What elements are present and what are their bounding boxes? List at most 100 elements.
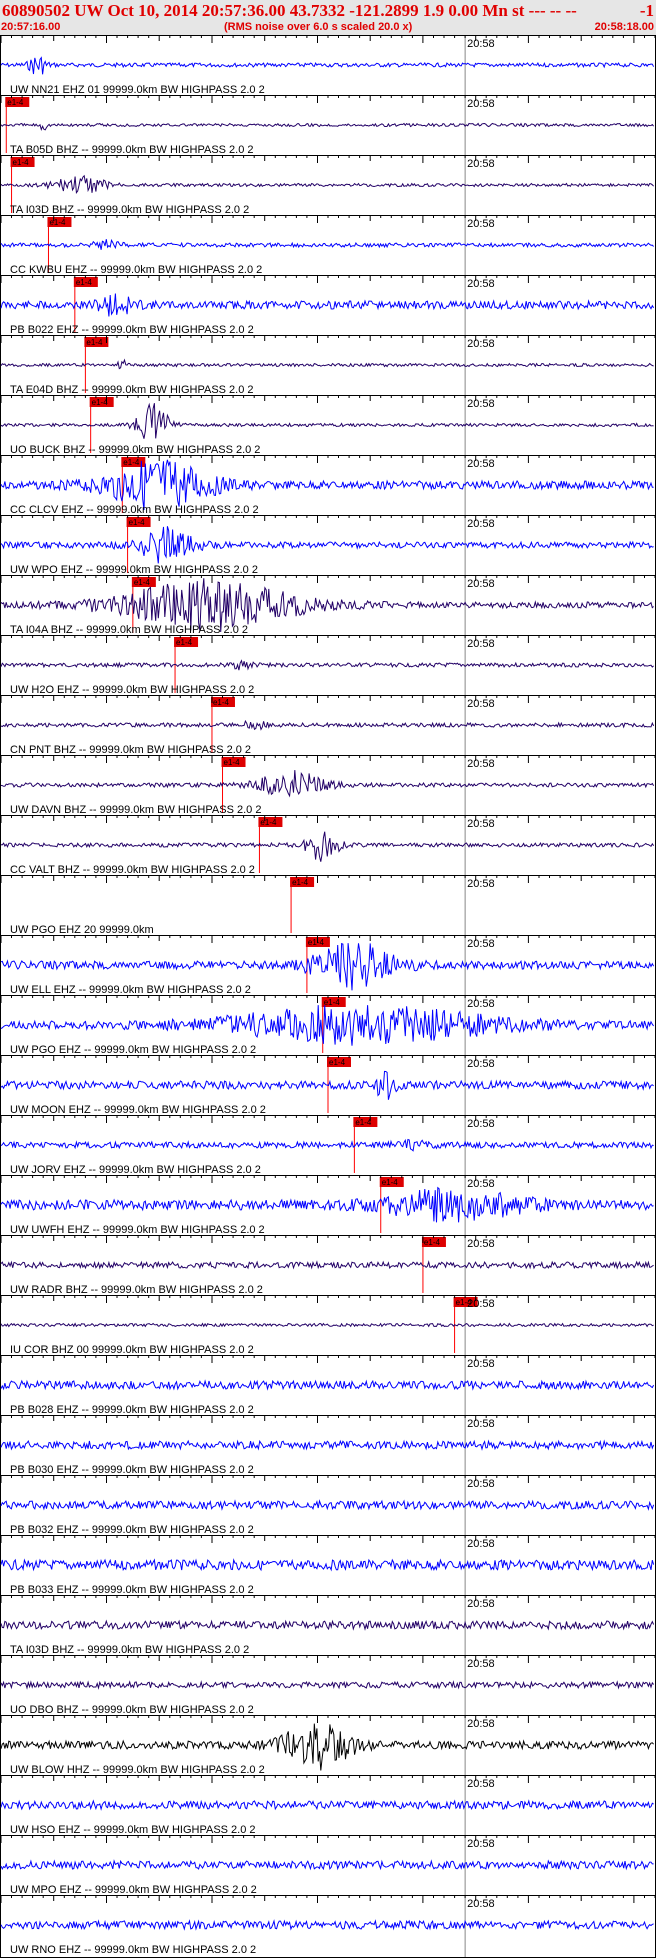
station-label: PB B022 EHZ -- 99999.0km BW HIGHPASS 2.0… (10, 324, 254, 336)
pick-label: e1-4 (129, 518, 146, 527)
station-label: UW HSO EHZ -- 99999.0km BW HIGHPASS 2.0 … (10, 1824, 256, 1836)
minute-label: 20:58 (467, 38, 495, 50)
minute-label: 20:58 (467, 1238, 495, 1250)
pick-box (221, 757, 246, 767)
pick-label: e1-4 (308, 938, 325, 947)
pick-label: e1-4 (260, 818, 277, 827)
minute-label: 20:58 (467, 578, 495, 590)
time-ticks (0, 1595, 656, 1603)
minute-label: 20:58 (467, 698, 495, 710)
time-ticks (0, 575, 656, 583)
station-label: UW RADR BHZ -- 99999.0km BW HIGHPASS 2.0… (10, 1284, 263, 1296)
station-label: TA E04D BHZ -- 99999.0km BW HIGHPASS 2.0… (10, 384, 254, 396)
time-ticks (0, 1535, 656, 1543)
waveform-trace (0, 1379, 655, 1391)
pick-box (174, 637, 199, 647)
time-ticks (0, 935, 656, 943)
time-ticks (0, 1415, 656, 1423)
time-ticks (0, 95, 656, 103)
pick-label: e1-4 (456, 1298, 473, 1307)
time-ticks (0, 215, 656, 223)
minute-label: 20:58 (467, 1418, 495, 1430)
waveform-trace (0, 56, 655, 75)
end-time: 20:58:18.00 (594, 21, 654, 33)
minute-label: 20:58 (467, 1178, 495, 1190)
station-label: PB B030 EHZ -- 99999.0km BW HIGHPASS 2.0… (10, 1464, 254, 1476)
time-ticks (0, 1475, 656, 1483)
waveform-trace (0, 1138, 654, 1152)
pick-label: e1-4 (76, 278, 93, 287)
minute-label: 20:58 (467, 1358, 495, 1370)
minute-label: 20:58 (467, 1658, 495, 1670)
waveform-trace (0, 358, 654, 370)
waveform-trace (0, 293, 655, 317)
station-label: CC VALT BHZ -- 99999.0km BW HIGHPASS 2.0… (10, 864, 255, 876)
waveform-trace (0, 122, 654, 132)
waveform-trace (0, 526, 654, 564)
station-label: UW UWFH EHZ -- 99999.0km BW HIGHPASS 2.0… (10, 1224, 265, 1236)
time-ticks (0, 695, 656, 703)
station-label: TA I03D BHZ -- 99999.0km BW HIGHPASS 2.0… (10, 1644, 249, 1656)
time-ticks (0, 1055, 656, 1063)
header-bar: 60890502 UW Oct 10, 2014 20:57:36.00 43.… (0, 0, 656, 35)
scaling-note: (RMS noise over 6.0 s scaled 20.0 x) (224, 21, 413, 33)
minute-label: 20:58 (467, 518, 495, 530)
minute-label: 20:58 (467, 1478, 495, 1490)
time-ticks (0, 35, 656, 43)
minute-label: 20:58 (467, 1898, 495, 1910)
pick-label: e1-4 (123, 458, 140, 467)
minute-label: 20:58 (467, 758, 495, 770)
station-label: TA I03D BHZ -- 99999.0km BW HIGHPASS 2.0… (10, 204, 249, 216)
station-label: PB B028 EHZ -- 99999.0km BW HIGHPASS 2.0… (10, 1404, 254, 1416)
waveform-trace (0, 238, 654, 250)
pick-box (84, 337, 109, 347)
station-label: CC KWBU EHZ -- 99999.0km BW HIGHPASS 2.0… (10, 264, 262, 276)
station-label: UW NN21 EHZ 01 99999.0km BW HIGHPASS 2.0… (10, 84, 265, 96)
pick-label: e1-4 (176, 638, 193, 647)
time-ticks (0, 275, 656, 283)
pick-box (421, 1237, 446, 1247)
event-title: 60890502 UW Oct 10, 2014 20:57:36.00 43.… (2, 1, 577, 20)
time-ticks (0, 875, 656, 883)
time-ticks (0, 995, 656, 1003)
station-label: CC CLCV EHZ -- 99999.0km BW HIGHPASS 2.0… (10, 504, 259, 516)
waveform-trace (0, 1499, 655, 1511)
time-ticks (0, 1655, 656, 1663)
waveform-trace (0, 1680, 654, 1690)
station-label: UW MOON EHZ -- 99999.0km BW HIGHPASS 2.0… (10, 1104, 266, 1116)
waveform-trace (0, 459, 654, 511)
waveform-trace (0, 1005, 655, 1046)
pick-label: e1-4 (424, 1238, 441, 1247)
waveform-trace (0, 578, 654, 633)
minute-label: 20:58 (467, 998, 495, 1010)
pick-label: e1-4 (324, 998, 341, 1007)
pick-label: e1-4 (292, 878, 309, 887)
time-ticks (0, 1835, 656, 1843)
station-label: UW BLOW HHZ -- 99999.0km BW HIGHPASS 2.0… (10, 1764, 265, 1776)
waveform-trace (0, 1186, 654, 1223)
minute-label: 20:58 (467, 1538, 495, 1550)
time-ticks (0, 1235, 656, 1243)
minute-label: 20:58 (467, 1598, 495, 1610)
minute-label: 20:58 (467, 638, 495, 650)
pick-label: e1-4 (134, 578, 151, 587)
time-ticks (0, 1775, 656, 1783)
station-label: UO DBO BHZ -- 99999.0km BW HIGHPASS 2.0 … (10, 1704, 254, 1716)
pick-box (321, 997, 346, 1007)
pick-box (131, 577, 156, 587)
station-label: UW PGO EHZ 20 99999.0km (10, 924, 154, 936)
minute-label: 20:58 (467, 158, 495, 170)
start-time: 20:57:16.00 (1, 21, 61, 33)
minute-label: 20:58 (467, 98, 495, 110)
minute-label: 20:58 (467, 938, 495, 950)
pick-label: e1-4 (13, 158, 30, 167)
pick-label: e1-4 (224, 758, 241, 767)
minute-label: 20:58 (467, 1298, 495, 1310)
minute-label: 20:58 (467, 1838, 495, 1850)
time-ticks (0, 635, 656, 643)
pick-box (353, 1117, 378, 1127)
station-label: PB B033 EHZ -- 99999.0km BW HIGHPASS 2.0… (10, 1584, 254, 1596)
minute-label: 20:58 (467, 1118, 495, 1130)
waveform-trace (0, 1558, 655, 1572)
